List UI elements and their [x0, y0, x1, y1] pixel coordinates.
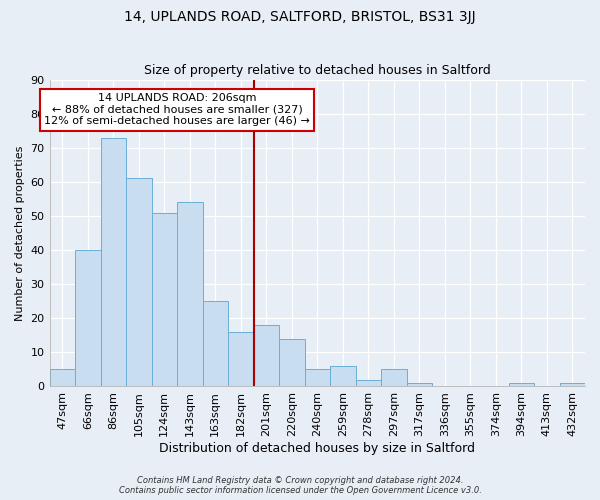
Title: Size of property relative to detached houses in Saltford: Size of property relative to detached ho… — [144, 64, 491, 77]
Text: 14 UPLANDS ROAD: 206sqm
← 88% of detached houses are smaller (327)
12% of semi-d: 14 UPLANDS ROAD: 206sqm ← 88% of detache… — [44, 93, 310, 126]
Y-axis label: Number of detached properties: Number of detached properties — [15, 146, 25, 320]
Text: 14, UPLANDS ROAD, SALTFORD, BRISTOL, BS31 3JJ: 14, UPLANDS ROAD, SALTFORD, BRISTOL, BS3… — [124, 10, 476, 24]
Text: Contains HM Land Registry data © Crown copyright and database right 2024.
Contai: Contains HM Land Registry data © Crown c… — [119, 476, 481, 495]
Bar — [381, 370, 407, 386]
Bar — [330, 366, 356, 386]
X-axis label: Distribution of detached houses by size in Saltford: Distribution of detached houses by size … — [159, 442, 475, 455]
Bar — [228, 332, 254, 386]
Bar — [356, 380, 381, 386]
Bar — [203, 301, 228, 386]
Bar — [560, 383, 585, 386]
Bar — [305, 370, 330, 386]
Bar — [75, 250, 101, 386]
Bar — [254, 325, 279, 386]
Bar — [101, 138, 126, 386]
Bar — [509, 383, 534, 386]
Bar — [407, 383, 432, 386]
Bar — [126, 178, 152, 386]
Bar — [177, 202, 203, 386]
Bar — [152, 212, 177, 386]
Bar — [50, 370, 75, 386]
Bar — [279, 338, 305, 386]
